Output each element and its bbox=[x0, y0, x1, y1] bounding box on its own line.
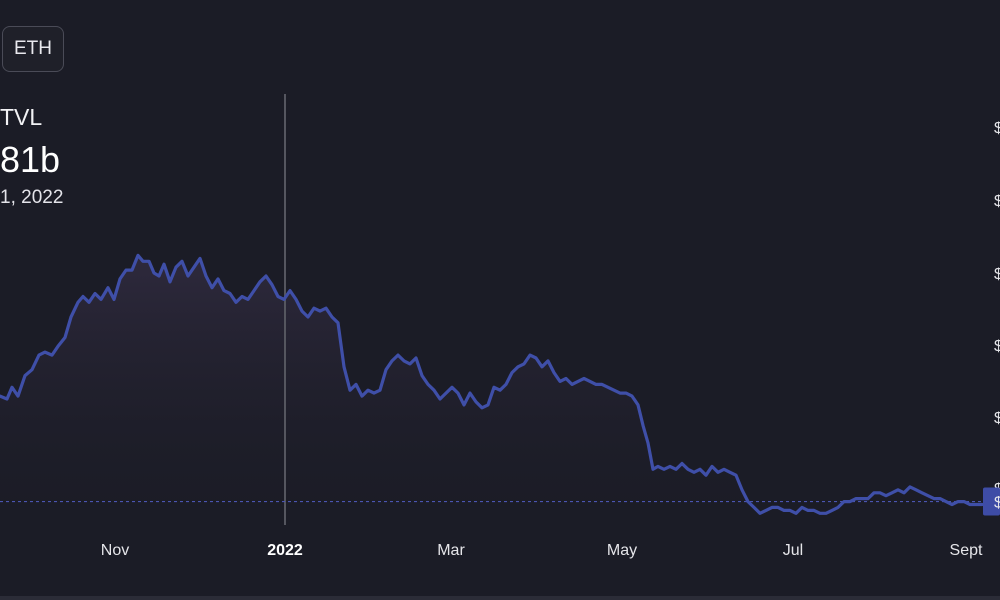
baseline-price-tag bbox=[983, 487, 1000, 516]
y-tick-label: $ bbox=[994, 410, 1000, 427]
x-tick-label: Jul bbox=[783, 542, 803, 559]
y-tick-label: $ bbox=[994, 266, 1000, 283]
tvl-label: TVL bbox=[0, 104, 43, 130]
y-tick-label: $ bbox=[994, 338, 1000, 355]
y-tick-label: $ bbox=[994, 120, 1000, 137]
tvl-area bbox=[0, 255, 982, 525]
x-tick-label: Nov bbox=[101, 542, 129, 559]
tvl-line bbox=[0, 253, 984, 515]
tvl-date: 1, 2022 bbox=[0, 187, 64, 208]
x-tick-label: May bbox=[607, 542, 637, 559]
baseline-price-tag-label: $ bbox=[994, 495, 1000, 512]
x-tick-label: 2022 bbox=[267, 542, 303, 559]
tvl-value: 81b bbox=[0, 139, 61, 180]
bottom-divider bbox=[0, 596, 1000, 600]
y-tick-label: $ bbox=[994, 193, 1000, 210]
x-tick-label: Sept bbox=[950, 542, 983, 559]
chain-filter-button[interactable]: ETH bbox=[2, 26, 64, 72]
x-tick-label: Mar bbox=[437, 542, 465, 559]
